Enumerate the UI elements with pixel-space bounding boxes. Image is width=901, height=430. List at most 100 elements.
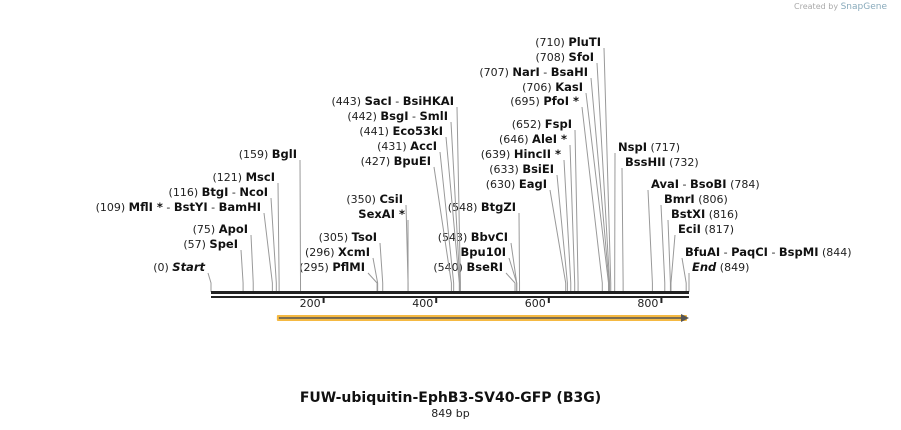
site-leader-line [647,189,653,292]
svg-text:(443) SacI - BsiHKAI: (443) SacI - BsiHKAI [332,94,454,108]
tick-mark [660,297,663,303]
svg-text:(427) BpuEI: (427) BpuEI [361,154,431,168]
site-position: (121) [213,171,243,184]
enzyme-name: BsiEI [522,162,554,176]
site-leader-line [270,197,277,292]
site-label[interactable]: Bpu10I [461,245,518,292]
enzyme-name: KasI [555,80,583,94]
site-position: (431) [377,140,407,153]
site-label[interactable]: (75) ApoI [193,222,254,292]
svg-text:(121) MscI: (121) MscI [213,170,275,184]
svg-text:NspI (717): NspI (717) [618,140,680,154]
svg-text:(633) BsiEI: (633) BsiEI [489,162,554,176]
site-label[interactable]: (431) AccI [377,139,455,292]
svg-text:(57) SpeI: (57) SpeI [183,237,238,251]
site-position: (732) [669,156,699,169]
site-leader-line [590,77,610,292]
enzyme-name: BbvCI [471,230,508,244]
enzyme-name: BstYI [174,200,208,214]
enzyme-name: FspI [545,117,572,131]
site-label[interactable]: (305) TsoI [319,230,384,292]
tick-label: 800 [637,297,658,310]
svg-text:BmrI (806): BmrI (806) [664,192,728,206]
site-label[interactable]: (296) XcmI [305,245,379,292]
site-label[interactable]: NspI (717) [614,140,680,292]
svg-text:(116) BtgI - NcoI: (116) BtgI - NcoI [169,185,268,199]
site-leader-line [660,204,666,292]
site-position: (296) [305,246,335,259]
site-leader-line [277,182,280,292]
site-position: (806) [698,193,728,206]
enzyme-name: SpeI [209,237,238,251]
site-position: (57) [183,238,206,251]
tick-label: 200 [300,297,321,310]
site-label[interactable]: (443) SacI - BsiHKAI [332,94,461,292]
site-label[interactable]: (707) NarI - BsaHI [479,65,610,292]
site-label[interactable]: (695) PfoI * [510,94,603,292]
svg-text:BssHII (732): BssHII (732) [625,155,699,169]
site-label[interactable]: AvaI - BsoBI (784) [647,177,760,292]
site-label[interactable]: (427) BpuEI [361,154,452,292]
svg-text:(431) AccI: (431) AccI [377,139,437,153]
site-leader-line [456,106,461,292]
separator: - [679,178,690,191]
site-label[interactable]: (633) BsiEI [489,162,568,292]
site-label[interactable]: (706) KasI [522,80,609,292]
site-label[interactable]: (639) HincII * [481,147,572,292]
site-label[interactable]: (442) BsgI - SmlI [347,109,461,292]
site-label[interactable]: End (849) [688,260,749,292]
svg-text:(652) FspI: (652) FspI [512,117,572,131]
site-label[interactable]: (159) BglI [239,147,302,292]
site-label[interactable]: (295) PflMI [299,260,378,292]
enzyme-name: PaqCI [731,245,768,259]
separator: - [163,201,174,214]
enzyme-name: PflMI [332,260,365,274]
site-position: (639) [481,148,511,161]
site-position: (710) [535,36,565,49]
map-title: FUW-ubiquitin-EphB3-SV40-GFP (B3G) [299,390,602,406]
enzyme-name: SfoI [569,50,594,64]
separator: - [228,186,239,199]
site-leader-line [250,234,254,292]
site-label[interactable]: (630) EagI [486,177,567,292]
site-label[interactable]: (116) BtgI - NcoI [169,185,277,292]
site-label[interactable]: (708) SfoI [535,50,611,292]
site-label[interactable]: (652) FspI [512,117,579,292]
svg-text:(0) Start: (0) Start [153,260,205,274]
svg-text:(548) BtgZI: (548) BtgZI [448,200,516,214]
site-position: (443) [332,95,362,108]
site-label[interactable]: (710) PluTI [535,35,612,292]
site-label[interactable]: EciI (817) [670,222,734,292]
feature-arrow[interactable] [276,314,689,322]
site-label[interactable]: BssHII (732) [621,155,699,292]
separator: - [208,201,219,214]
site-label[interactable]: BmrI (806) [660,192,728,292]
site-label[interactable]: (109) MflI * - BstYI - BamHI [96,200,273,292]
svg-text:(706) KasI: (706) KasI [522,80,583,94]
site-leader-line [505,272,516,292]
site-label[interactable]: (646) AleI * [499,132,576,292]
enzyme-name: SacI [365,94,392,108]
site-label[interactable]: SexAI * [358,207,409,292]
enzyme-name: BtgI [202,185,229,199]
separator: - [768,246,779,259]
site-label[interactable]: BstXI (816) [667,207,738,292]
site-label[interactable]: BfuAI - PaqCI - BspMI (844) [681,245,852,292]
enzyme-name: BsoBI [690,177,727,191]
site-label[interactable]: (57) SpeI [183,237,244,292]
site-label[interactable]: (441) Eco53kI [359,124,460,292]
enzyme-name: BspMI [779,245,819,259]
site-label[interactable]: (121) MscI [213,170,280,292]
site-label[interactable]: (0) Start [153,260,212,292]
svg-text:(708) SfoI: (708) SfoI [535,50,594,64]
site-leader-line [518,212,521,292]
enzyme-name: PluTI [568,35,601,49]
enzyme-name: SmlI [420,109,449,123]
site-leader-line [433,166,452,292]
svg-text:Bpu10I: Bpu10I [461,245,506,259]
enzyme-name: ApoI [219,222,248,236]
site-position: (295) [299,261,329,274]
svg-text:(295) PflMI: (295) PflMI [299,260,365,274]
site-label[interactable]: (540) BseRI [433,260,516,292]
svg-text:(707) NarI - BsaHI: (707) NarI - BsaHI [479,65,588,79]
